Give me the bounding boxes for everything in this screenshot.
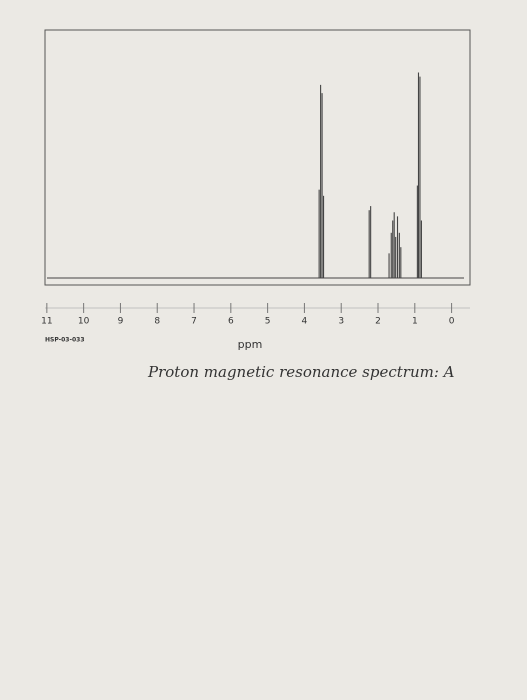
x-tick-label: 5 bbox=[265, 317, 271, 327]
x-tick-label: 6 bbox=[228, 317, 234, 327]
x-tick-label: 4 bbox=[302, 317, 308, 327]
x-tick-label: 1 bbox=[412, 317, 418, 327]
x-tick-label: 2 bbox=[375, 317, 381, 327]
x-tick-label: 0 bbox=[449, 317, 455, 327]
caption: Proton magnetic resonance spectrum: A bbox=[147, 363, 455, 381]
x-tick-label: 7 bbox=[191, 317, 197, 327]
x-axis-label: ppm bbox=[238, 338, 263, 351]
x-tick-label: 9 bbox=[118, 317, 124, 327]
x-tick-label: 3 bbox=[338, 317, 344, 327]
x-tick-label: 8 bbox=[154, 317, 160, 327]
x-tick-label: 10 bbox=[78, 317, 90, 327]
x-tick-label: 11 bbox=[41, 317, 52, 327]
plot-frame bbox=[44, 29, 471, 286]
code-label: HSP-03-033 bbox=[45, 337, 85, 344]
